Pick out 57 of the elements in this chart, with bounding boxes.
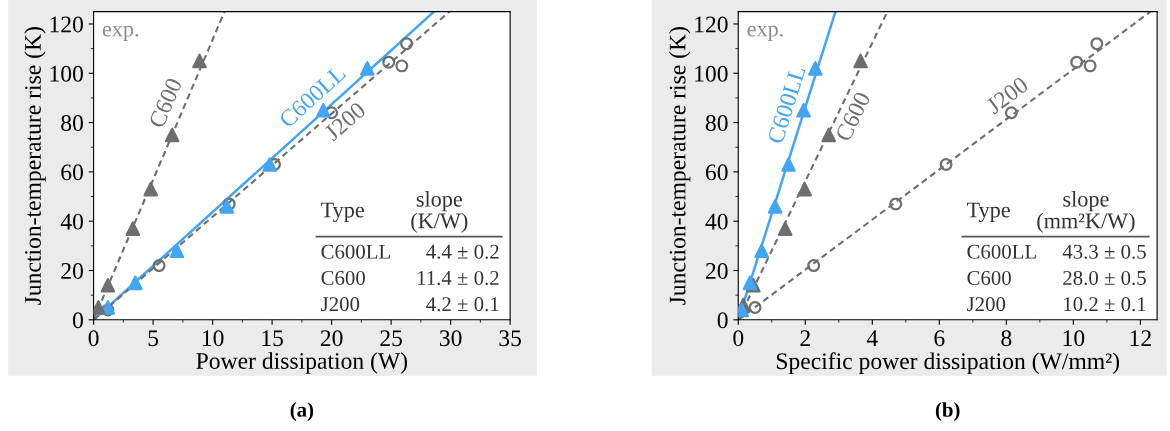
text: (a) bbox=[290, 402, 314, 422]
y-tick-label: 120 bbox=[50, 16, 83, 33]
annotation: C600 bbox=[967, 270, 1011, 285]
annotation: 11.4 ± 0.2 bbox=[417, 270, 499, 286]
annotation: exp. bbox=[102, 25, 139, 42]
y-tick-label: 40 bbox=[705, 213, 728, 230]
y-tick-label: 100 bbox=[695, 65, 728, 82]
annotation: slope (K/W) bbox=[411, 191, 468, 233]
y-axis-title: Junction-temperature rise (K) bbox=[24, 27, 46, 305]
y-tick-label: 0 bbox=[717, 312, 728, 329]
annotation: C600 bbox=[321, 270, 365, 285]
annotation: 4.4 ± 0.2 bbox=[426, 244, 499, 259]
text: J200 bbox=[985, 76, 1030, 115]
x-tick-label: 4 bbox=[866, 330, 878, 346]
y-tick-label: 80 bbox=[705, 115, 728, 131]
text: C600 bbox=[148, 77, 183, 129]
x-axis-title: Power dissipation (W) bbox=[196, 352, 408, 374]
y-tick-label: 40 bbox=[60, 213, 83, 230]
annotation: 28.0 ± 0.5 bbox=[1063, 270, 1146, 286]
x-tick-label: 2 bbox=[800, 330, 810, 346]
annotation: slope (mm²K/W) bbox=[1037, 191, 1135, 233]
y-tick-label: 20 bbox=[61, 262, 83, 279]
y-tick-label: 0 bbox=[72, 312, 83, 329]
x-tick-label: 5 bbox=[148, 330, 159, 347]
y-tick-label: 60 bbox=[61, 164, 83, 181]
x-tick-label: 35 bbox=[499, 330, 521, 347]
x-tick-label: 20 bbox=[320, 330, 343, 347]
x-tick-label: 0 bbox=[88, 330, 99, 347]
x-tick-label: 8 bbox=[1001, 330, 1012, 347]
annotation: J200 bbox=[321, 297, 360, 312]
y-axis-title: Junction-temperature rise (K) bbox=[668, 27, 691, 305]
x-tick-label: 6 bbox=[934, 330, 945, 347]
x-tick-label: 30 bbox=[439, 330, 462, 347]
y-tick-label: 80 bbox=[61, 115, 83, 131]
x-tick-label: 15 bbox=[262, 330, 283, 347]
x-tick-label: 12 bbox=[1130, 330, 1151, 346]
annotation: exp. bbox=[747, 25, 783, 42]
annotation: Type bbox=[321, 202, 364, 223]
annotation: C600LL bbox=[967, 244, 1036, 259]
x-tick-label: 10 bbox=[1063, 330, 1085, 347]
annotation: 10.2 ± 0.1 bbox=[1064, 297, 1146, 312]
x-axis-title: Specific power dissipation (W/mm²) bbox=[776, 352, 1120, 374]
text: C600LL bbox=[767, 65, 806, 145]
annotation: C600LL bbox=[321, 244, 390, 259]
annotation: 43.3 ± 0.5 bbox=[1062, 244, 1146, 259]
text: C600 bbox=[834, 90, 871, 143]
y-tick-label: 20 bbox=[705, 262, 728, 279]
annotation: 4.2 ± 0.1 bbox=[426, 297, 499, 312]
y-tick-label: 120 bbox=[695, 16, 728, 33]
y-tick-label: 100 bbox=[50, 65, 83, 82]
annotation: Type bbox=[966, 202, 1010, 223]
y-tick-label: 60 bbox=[705, 164, 728, 181]
x-tick-label: 10 bbox=[202, 330, 224, 347]
annotation: J200 bbox=[966, 297, 1006, 312]
text: (b) bbox=[935, 402, 960, 422]
x-tick-label: 25 bbox=[380, 330, 402, 347]
x-tick-label: 0 bbox=[733, 330, 744, 347]
